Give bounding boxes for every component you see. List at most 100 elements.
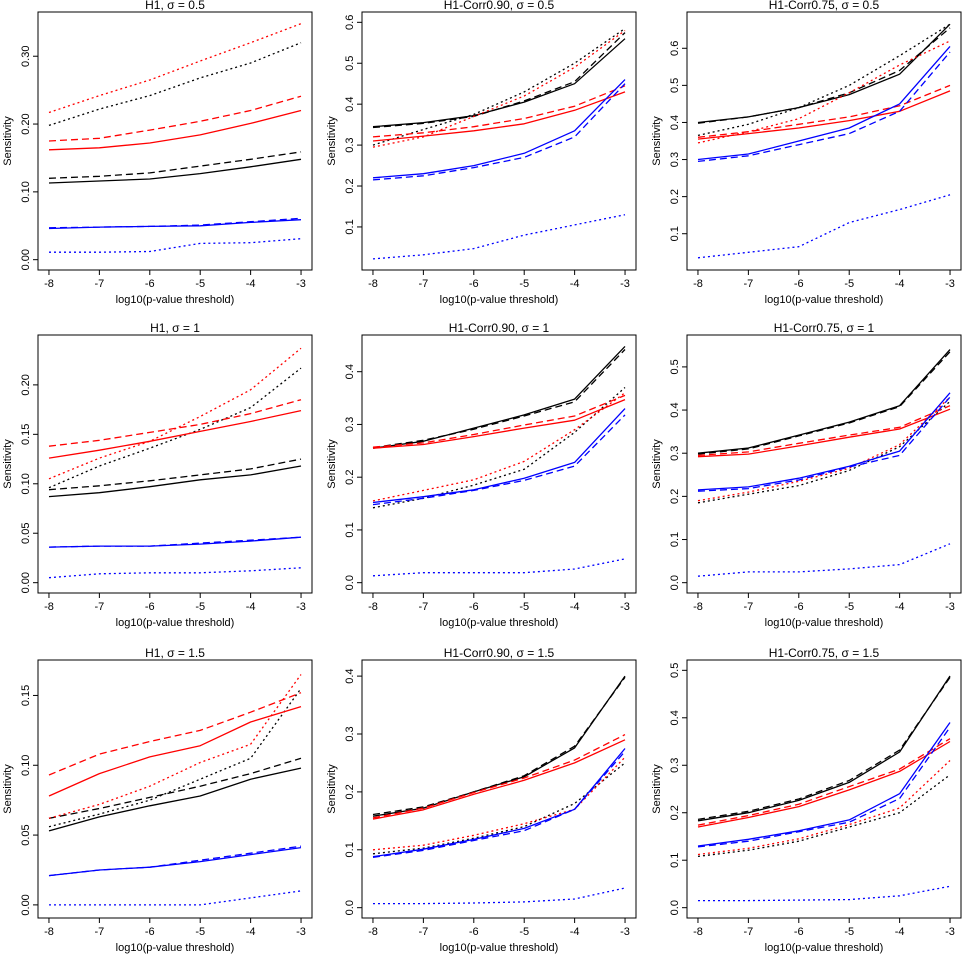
- chart-panel: H1-Corr0.75, σ = 1.5 -8 -7 -6 -5 -4 -3 log10(p-…: [651, 646, 962, 954]
- series-line-blue-solid: [372, 408, 626, 504]
- y-tick-label: 0.2: [669, 489, 681, 504]
- y-tick-label: 0.00: [20, 894, 32, 915]
- series-line-red-solid: [697, 408, 951, 458]
- y-axis-label: Sensitivity: [326, 439, 338, 489]
- x-tick-label: -7: [743, 601, 753, 613]
- y-tick-label: 0.2: [669, 189, 681, 204]
- x-tick-label: -4: [895, 926, 905, 938]
- chart-panel: H1, σ = 1.5 -8 -7 -6 -5 -4 -3 log10(p-value thr…: [2, 646, 313, 954]
- plot-frame: [686, 659, 962, 919]
- x-tick-label: -7: [94, 278, 104, 290]
- y-tick-label: 0.4: [669, 115, 681, 130]
- series-line-red-dotted: [372, 29, 626, 148]
- series-line-black-dotted: [48, 688, 302, 828]
- y-tick-label: 0.3: [669, 446, 681, 461]
- series-line-blue-dashed: [48, 217, 302, 229]
- x-tick-label: -7: [94, 926, 104, 938]
- x-tick-label: -8: [368, 926, 378, 938]
- series-line-black-solid: [372, 345, 626, 449]
- y-axis-label: Sensitivity: [651, 764, 663, 814]
- chart-panel: H1, σ = 1 -8 -7 -6 -5 -4 -3 log10(p-value thres…: [2, 321, 313, 629]
- x-tick-label: -4: [246, 926, 256, 938]
- y-axis-label: Sensitivity: [651, 116, 663, 166]
- x-tick-label: -8: [44, 926, 54, 938]
- y-axis-label: Sensitivity: [326, 764, 338, 814]
- series-line-red-dashed: [697, 84, 951, 138]
- x-tick-label: -6: [794, 278, 804, 290]
- x-axis-label: log10(p-value threshold): [440, 942, 559, 954]
- y-axis-label: Sensitivity: [651, 439, 663, 489]
- x-tick-label: -4: [895, 601, 905, 613]
- y-tick-label: 0.4: [344, 668, 356, 683]
- y-tick-label: 0.2: [344, 784, 356, 799]
- x-tick-label: -6: [145, 926, 155, 938]
- x-tick-label: -3: [945, 278, 955, 290]
- x-tick-label: -8: [368, 601, 378, 613]
- series-line-blue-dotted: [373, 887, 626, 905]
- series-line-black-dotted: [372, 387, 626, 509]
- y-tick-label: 0.10: [20, 181, 32, 202]
- plot-frame: [361, 334, 637, 594]
- y-tick-label: 0.5: [669, 78, 681, 93]
- chart-title: H1-Corr0.90, σ = 1: [449, 321, 550, 335]
- chart-panel: H1-Corr0.90, σ = 1 -8 -7 -6 -5 -4 -3 log10(p-va…: [326, 321, 637, 629]
- series-line-red-dotted: [697, 396, 951, 502]
- series-line-red-solid: [48, 409, 302, 459]
- x-tick-label: -5: [519, 601, 529, 613]
- series-line-black-dotted: [372, 762, 626, 855]
- x-tick-label: -8: [368, 278, 378, 290]
- x-tick-label: -5: [844, 926, 854, 938]
- y-axis-label: Sensitivity: [2, 764, 14, 814]
- series-line-red-solid: [697, 90, 951, 140]
- x-axis-label: log10(p-value threshold): [765, 294, 884, 306]
- y-tick-label: 0.05: [20, 523, 32, 544]
- x-axis-label: log10(p-value threshold): [440, 617, 559, 629]
- y-tick-label: 0.6: [669, 41, 681, 56]
- x-tick-label: -4: [570, 601, 580, 613]
- x-tick-label: -3: [945, 926, 955, 938]
- x-tick-label: -6: [469, 278, 479, 290]
- series-line-blue-solid: [48, 846, 302, 877]
- series-line-red-dotted: [48, 674, 302, 819]
- series-line-black-dashed: [48, 458, 302, 491]
- series-line-blue-dotted: [698, 885, 951, 902]
- series-line-red-dashed: [48, 692, 302, 776]
- series-line-blue-solid: [697, 722, 951, 847]
- x-tick-label: -6: [794, 926, 804, 938]
- y-tick-label: 0.4: [669, 710, 681, 725]
- series-line-blue-dotted: [372, 214, 626, 260]
- series-line-red-solid: [372, 398, 626, 449]
- series-line-black-solid: [697, 23, 951, 124]
- series-line-black-dashed: [697, 351, 951, 455]
- y-tick-label: 0.30: [20, 46, 32, 67]
- series-line-blue-solid: [372, 79, 626, 179]
- y-tick-label: 0.15: [20, 685, 32, 706]
- series-line-red-solid: [48, 705, 302, 797]
- series-line-black-solid: [48, 465, 302, 498]
- y-tick-label: 0.3: [344, 417, 356, 432]
- x-tick-label: -6: [469, 601, 479, 613]
- series-line-blue-dotted: [49, 890, 302, 906]
- series-line-blue-dotted: [697, 194, 951, 259]
- x-tick-label: -3: [620, 926, 630, 938]
- series-line-black-solid: [697, 349, 951, 454]
- x-tick-label: -5: [844, 278, 854, 290]
- x-tick-label: -7: [743, 278, 753, 290]
- y-tick-label: 0.0: [344, 575, 356, 590]
- y-tick-label: 0.20: [20, 113, 32, 134]
- x-tick-label: -7: [94, 601, 104, 613]
- series-line-red-solid: [48, 109, 302, 151]
- x-tick-label: -4: [246, 278, 256, 290]
- chart-panel: H1-Corr0.75, σ = 1 -8 -7 -6 -5 -4 -3 log10(p-va…: [651, 321, 962, 629]
- x-tick-label: -4: [570, 278, 580, 290]
- series-line-black-dotted: [48, 42, 302, 127]
- series-line-blue-dashed: [697, 51, 951, 163]
- y-tick-label: 0.2: [669, 805, 681, 820]
- series-line-black-dashed: [48, 757, 302, 819]
- y-tick-label: 0.1: [669, 226, 681, 241]
- plot-frame: [37, 659, 313, 919]
- series-line-red-dotted: [48, 347, 302, 480]
- y-tick-label: 0.15: [20, 424, 32, 445]
- y-tick-label: 0.4: [344, 97, 356, 112]
